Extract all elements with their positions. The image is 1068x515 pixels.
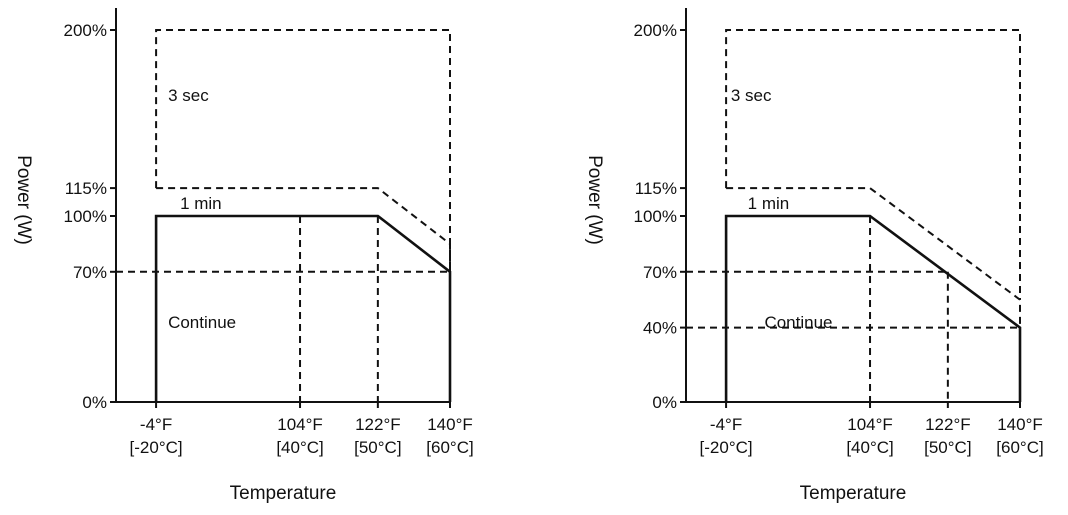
x-tick-label: [60°C] <box>426 438 473 457</box>
y-tick-label: 70% <box>73 263 107 282</box>
x-axis-title: Temperature <box>230 483 337 504</box>
y-tick-label: 70% <box>643 263 677 282</box>
x-tick-label: [60°C] <box>996 438 1043 457</box>
region-label: 1 min <box>180 194 222 213</box>
x-tick-label: 104°F <box>277 415 323 434</box>
x-tick-label: 140°F <box>427 415 473 434</box>
x-tick-label: [50°C] <box>924 438 971 457</box>
x-tick-label: [40°C] <box>276 438 323 457</box>
x-tick-label: -4°F <box>710 415 742 434</box>
series-continuous-line <box>724 214 1022 402</box>
y-tick-label: 40% <box>643 319 677 338</box>
region-label: Continue <box>168 313 236 332</box>
region-label: 3 sec <box>168 86 209 105</box>
region-label: Continue <box>764 313 832 332</box>
x-tick-label: 104°F <box>847 415 893 434</box>
y-axis-title: Power (W) <box>13 155 34 245</box>
y-tick-label: 100% <box>64 207 107 226</box>
x-tick-label: [-20°C] <box>700 438 753 457</box>
y-tick-label: 0% <box>652 393 677 412</box>
region-label: 3 sec <box>731 86 772 105</box>
series-continuous-line <box>154 214 452 402</box>
y-tick-label: 200% <box>64 21 107 40</box>
series-three-second-line <box>725 29 1021 300</box>
x-axis-title: Temperature <box>800 483 907 504</box>
region-label: 1 min <box>748 194 790 213</box>
series-three-second-line <box>155 29 451 272</box>
x-tick-label: [-20°C] <box>130 438 183 457</box>
x-tick-label: [50°C] <box>354 438 401 457</box>
x-tick-label: 122°F <box>925 415 971 434</box>
y-tick-label: 115% <box>635 179 677 198</box>
series-one-minute-line <box>156 187 451 272</box>
x-tick-label: -4°F <box>140 415 172 434</box>
y-tick-label: 0% <box>82 393 107 412</box>
y-tick-label: 100% <box>634 207 677 226</box>
x-tick-label: [40°C] <box>846 438 893 457</box>
y-axis-title: Power (W) <box>584 155 605 245</box>
y-tick-label: 115% <box>65 179 107 198</box>
x-tick-label: 122°F <box>355 415 401 434</box>
y-tick-label: 200% <box>634 21 677 40</box>
chart-1: 0% 70% 100% 115% 200% -4°F [-20°C] 104°F [40°C] 1… <box>13 8 474 504</box>
chart-2: 0% 40% 70% 100% 115% 200% -4°F [-20°C] 104°F [40°… <box>584 8 1044 504</box>
x-tick-label: 140°F <box>997 415 1043 434</box>
